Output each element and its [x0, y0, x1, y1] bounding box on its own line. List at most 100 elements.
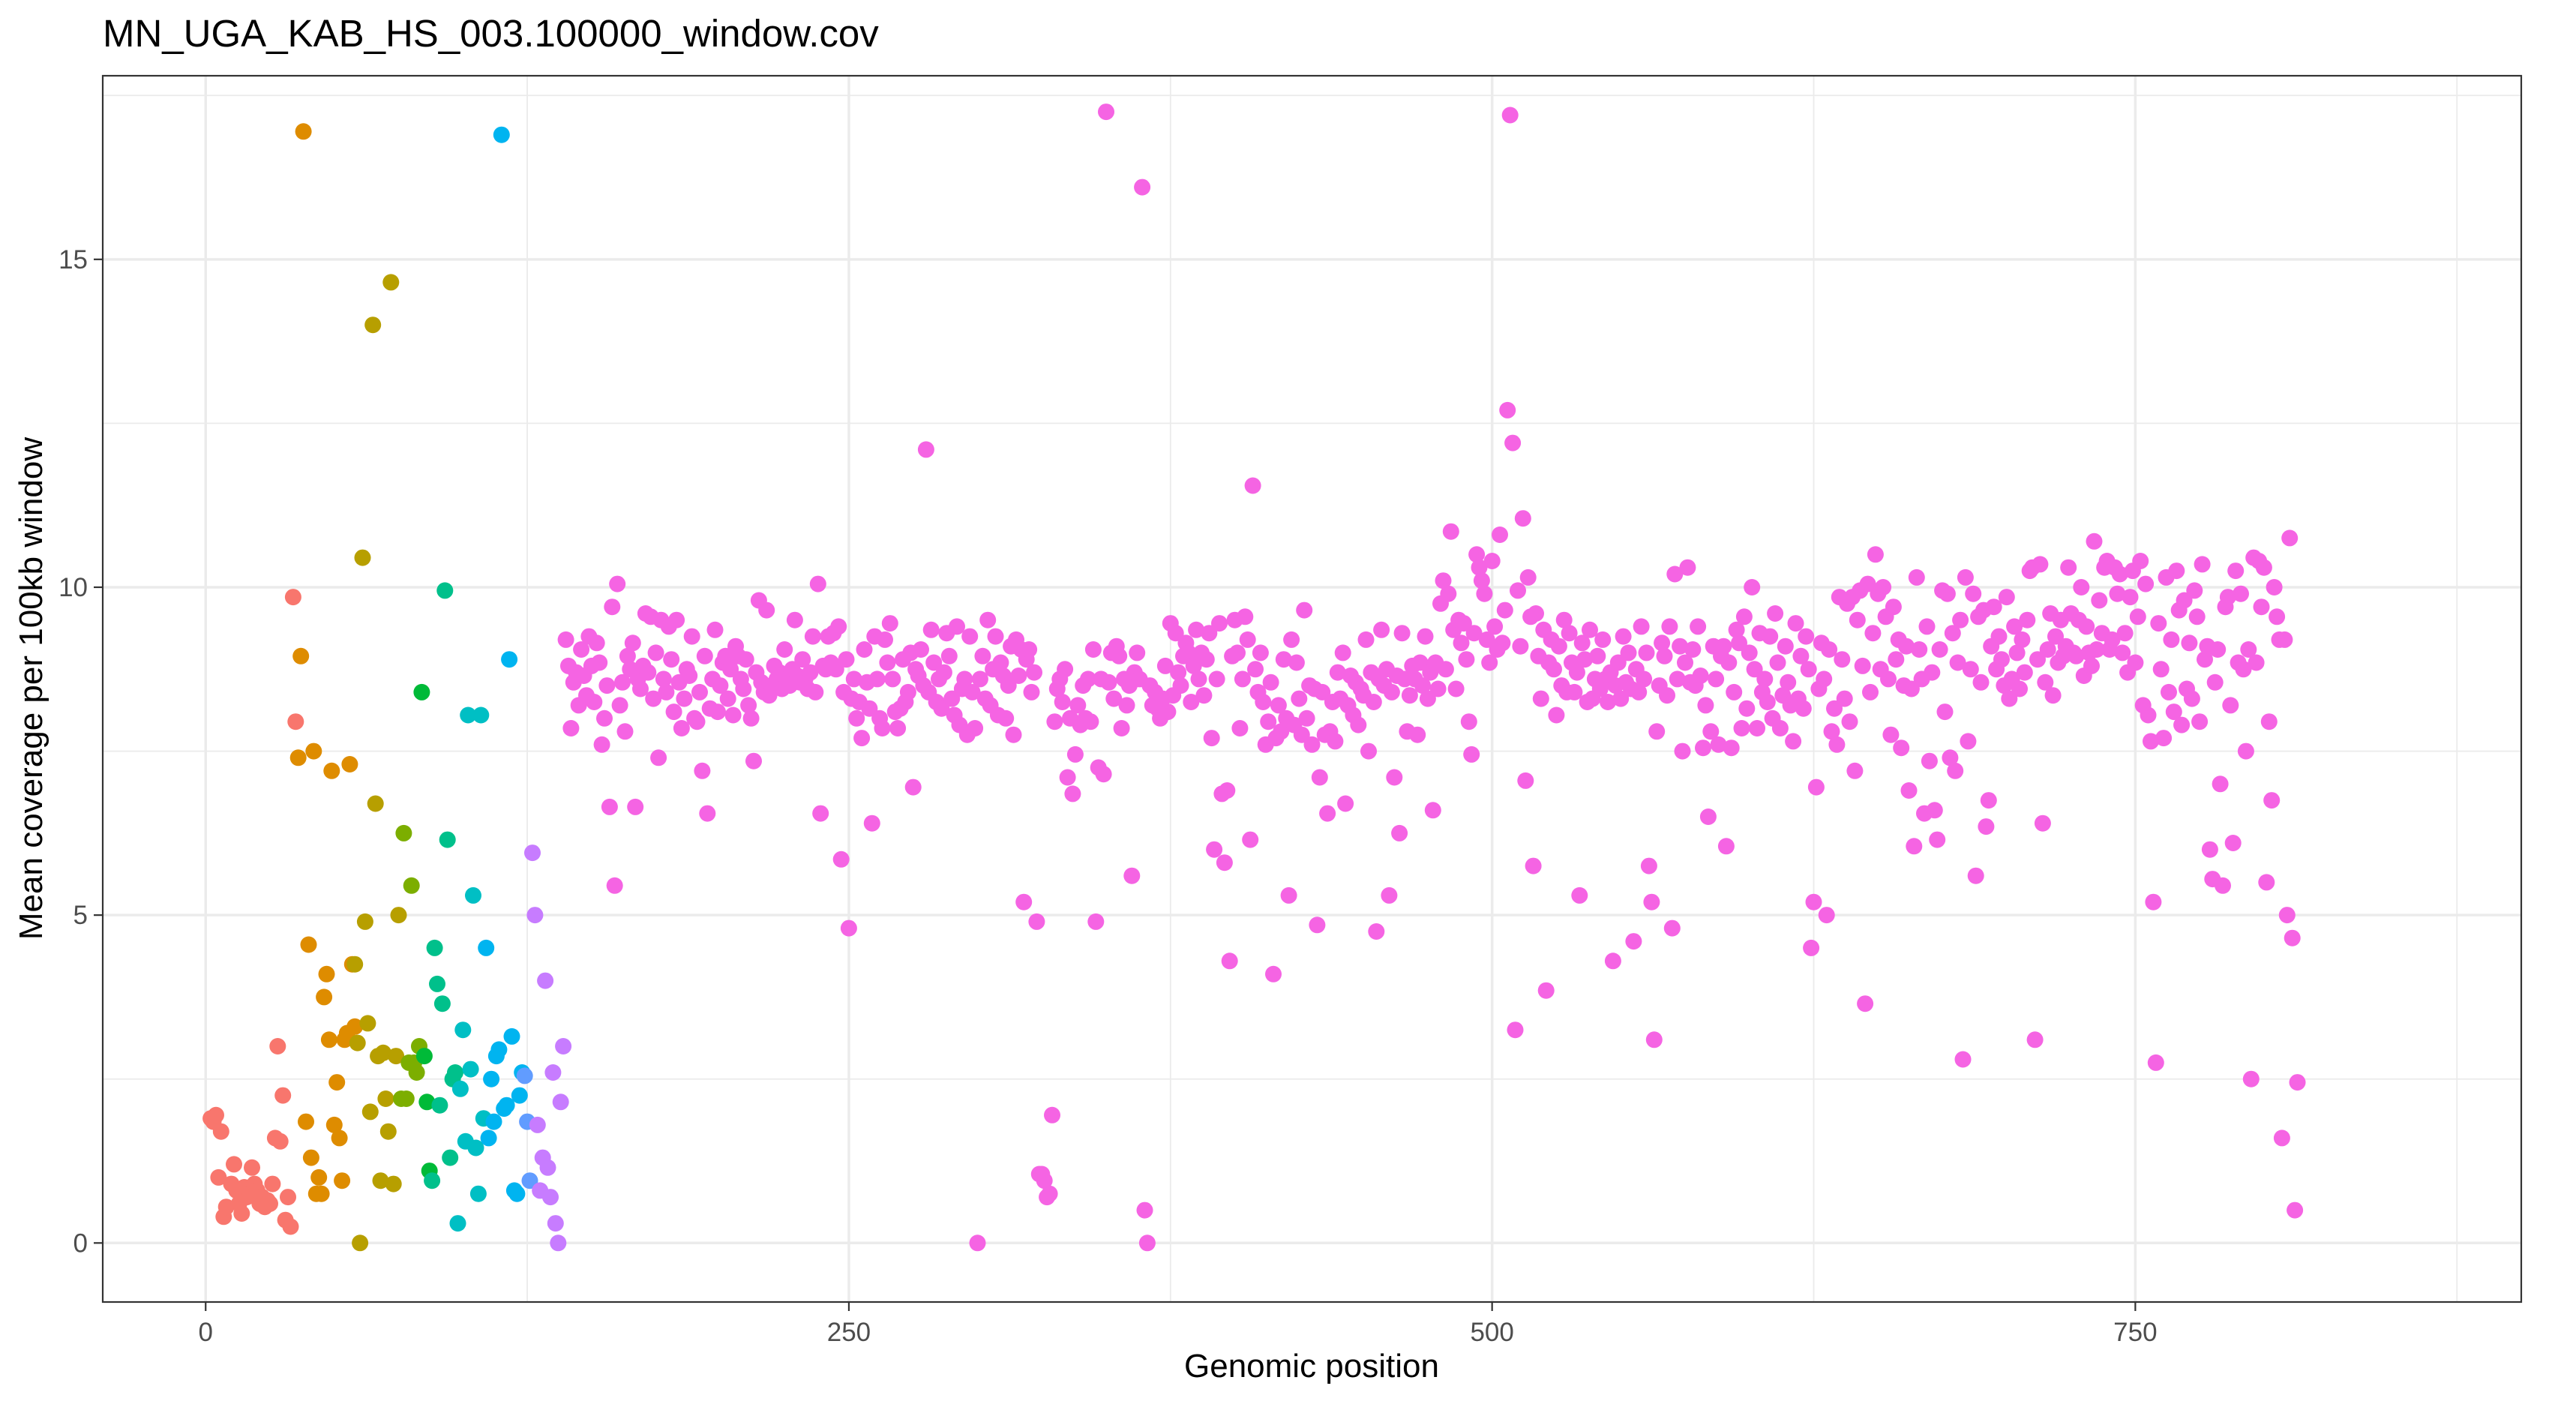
data-point — [1275, 651, 1292, 668]
data-point — [1769, 654, 1786, 671]
data-point — [1015, 893, 1033, 910]
data-point — [1576, 651, 1594, 668]
data-point — [1908, 568, 1925, 586]
data-point — [469, 1185, 487, 1202]
data-point — [516, 1067, 533, 1084]
data-point — [1612, 690, 1630, 707]
data-point — [2104, 631, 2121, 648]
data-point — [1239, 631, 1256, 648]
data-point — [1962, 661, 1979, 678]
data-point — [1960, 733, 1977, 750]
data-point — [786, 611, 803, 628]
data-point — [1188, 621, 1205, 638]
data-point — [1167, 625, 1184, 642]
data-point — [1417, 628, 1434, 645]
data-point — [490, 1041, 508, 1058]
data-point — [2122, 589, 2139, 606]
data-point — [2137, 575, 2155, 592]
data-point — [1548, 706, 1565, 724]
data-point — [354, 549, 371, 566]
data-point — [2047, 628, 2064, 645]
data-point — [2127, 654, 2144, 671]
data-point — [1082, 713, 1099, 730]
data-point — [1118, 697, 1135, 714]
data-point — [1492, 526, 1508, 543]
data-point — [1630, 683, 1648, 700]
data-point — [1880, 670, 1897, 688]
data-point — [2143, 733, 2159, 750]
data-point — [1929, 831, 1946, 848]
data-point — [1242, 831, 1259, 848]
data-point — [1059, 769, 1076, 786]
data-point — [334, 1172, 351, 1190]
data-point — [1859, 575, 1876, 592]
data-point — [316, 988, 333, 1006]
data-point — [1401, 687, 1418, 704]
data-point — [1728, 621, 1745, 638]
data-point — [1129, 644, 1146, 662]
data-point — [1296, 602, 1313, 619]
data-point — [838, 651, 855, 668]
data-point — [1483, 553, 1501, 569]
data-point — [1633, 618, 1650, 635]
data-point — [1546, 661, 1562, 678]
data-point — [2060, 559, 2077, 576]
data-point — [1669, 670, 1686, 688]
data-point — [2188, 608, 2206, 626]
data-point — [1978, 818, 1995, 836]
data-point — [1098, 104, 1114, 121]
y-axis-title: Mean coverage per 100kb window — [13, 437, 49, 940]
data-point — [1156, 657, 1174, 674]
data-point — [1460, 713, 1477, 730]
data-point — [1807, 778, 1825, 796]
data-point — [863, 814, 880, 832]
data-point — [1980, 792, 1997, 809]
data-point — [1195, 687, 1213, 704]
data-point — [1600, 694, 1616, 710]
data-point — [557, 631, 574, 648]
data-point — [809, 575, 826, 592]
data-point — [1510, 582, 1526, 599]
data-point — [1679, 559, 1696, 576]
data-point — [1677, 654, 1693, 671]
data-point — [352, 1234, 369, 1252]
data-point — [2073, 579, 2090, 596]
data-point — [949, 618, 965, 635]
data-point — [493, 126, 510, 143]
data-point — [1203, 730, 1220, 747]
data-point — [997, 710, 1015, 727]
data-point — [2014, 631, 2031, 648]
data-point — [1931, 641, 1948, 658]
data-point — [529, 1116, 546, 1133]
data-point — [1654, 634, 1671, 652]
data-point — [1211, 615, 1228, 632]
data-point — [1921, 752, 1938, 770]
data-point — [735, 680, 752, 698]
data-point — [1057, 661, 1074, 678]
data-point — [668, 611, 685, 628]
data-point — [1836, 690, 1853, 707]
data-point — [1949, 654, 1966, 671]
data-point — [1005, 726, 1022, 743]
data-point — [1255, 694, 1272, 710]
data-point — [298, 1113, 314, 1130]
data-point — [1726, 683, 1743, 700]
data-point — [979, 611, 997, 628]
data-point — [987, 628, 1004, 645]
data-point — [593, 736, 610, 753]
data-point — [899, 683, 916, 700]
data-point — [611, 697, 628, 714]
data-point — [1391, 824, 1408, 842]
data-point — [2287, 1202, 2304, 1219]
data-point — [614, 674, 631, 691]
data-point — [1113, 720, 1130, 736]
x-axis-title: Genomic position — [1184, 1348, 1439, 1384]
data-point — [1589, 647, 1606, 664]
data-point — [1672, 638, 1689, 655]
data-point — [1906, 838, 1923, 855]
data-point — [1643, 893, 1660, 910]
data-point — [1368, 923, 1385, 940]
data-point — [1311, 769, 1328, 786]
data-point — [454, 1022, 472, 1039]
data-point — [1411, 654, 1429, 671]
